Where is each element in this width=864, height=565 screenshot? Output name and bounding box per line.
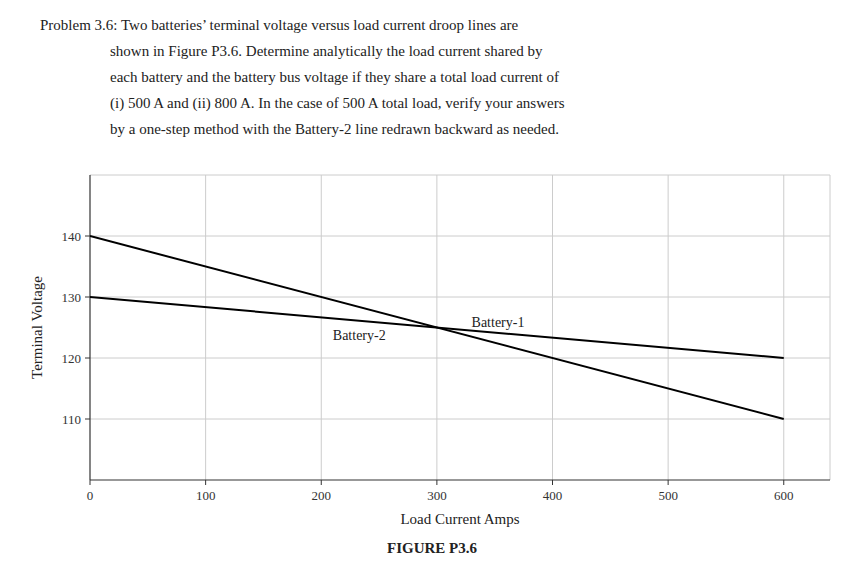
y-tick bbox=[85, 358, 90, 359]
x-tick bbox=[783, 480, 784, 485]
grid-line bbox=[90, 236, 830, 237]
x-tick bbox=[321, 480, 322, 485]
x-tick-label: 500 bbox=[658, 488, 678, 503]
annotation: shown in Figure P3.6. Determine analytic… bbox=[110, 43, 543, 59]
x-axis bbox=[90, 479, 830, 480]
x-tick-label: 400 bbox=[543, 488, 563, 503]
y-tick bbox=[85, 419, 90, 420]
chart: Problem 3.6: Two batteries’ terminal vol… bbox=[0, 0, 864, 565]
series-label: Battery-2 bbox=[333, 328, 386, 343]
plot-lines bbox=[90, 236, 784, 419]
grid-line bbox=[90, 358, 830, 359]
x-tick bbox=[90, 480, 91, 485]
x-tick-label: 200 bbox=[312, 488, 332, 503]
range-right bbox=[830, 175, 831, 480]
series-line bbox=[90, 236, 784, 419]
grid-line bbox=[321, 175, 322, 480]
y-tick-label: 130 bbox=[62, 290, 82, 305]
x-tick bbox=[205, 480, 206, 485]
x-tick bbox=[668, 480, 669, 485]
y-tick bbox=[85, 297, 90, 298]
y-axis bbox=[89, 175, 90, 480]
series-label: Battery-1 bbox=[472, 315, 525, 330]
x-tick-label: 0 bbox=[87, 488, 94, 503]
y-axis-label: Terminal Voltage bbox=[29, 276, 45, 379]
y-tick bbox=[85, 236, 90, 237]
annotation: each battery and the battery bus voltage… bbox=[110, 69, 559, 85]
x-axis-label: Load Current Amps bbox=[400, 511, 519, 527]
series-line bbox=[90, 297, 784, 358]
grid-line bbox=[783, 175, 784, 480]
x-tick-label: 300 bbox=[427, 488, 447, 503]
grid-line bbox=[552, 175, 553, 480]
y-tick-label: 110 bbox=[62, 412, 81, 427]
x-tick bbox=[552, 480, 553, 485]
x-tick-label: 100 bbox=[196, 488, 216, 503]
grid-line bbox=[205, 175, 206, 480]
annotation: (i) 500 A and (ii) 800 A. In the case of… bbox=[110, 95, 565, 112]
annotation: Problem 3.6: Two batteries’ terminal vol… bbox=[40, 17, 519, 33]
x-tick-label: 600 bbox=[774, 488, 794, 503]
grid-line bbox=[90, 297, 830, 298]
y-tick-label: 120 bbox=[62, 351, 82, 366]
annotation: by a one-step method with the Battery-2 … bbox=[110, 121, 559, 137]
grid-line bbox=[668, 175, 669, 480]
range-top bbox=[90, 175, 830, 176]
x-tick bbox=[436, 480, 437, 485]
title: FIGURE P3.6 bbox=[387, 540, 478, 556]
y-tick-label: 140 bbox=[62, 229, 82, 244]
grid-line bbox=[90, 419, 830, 420]
